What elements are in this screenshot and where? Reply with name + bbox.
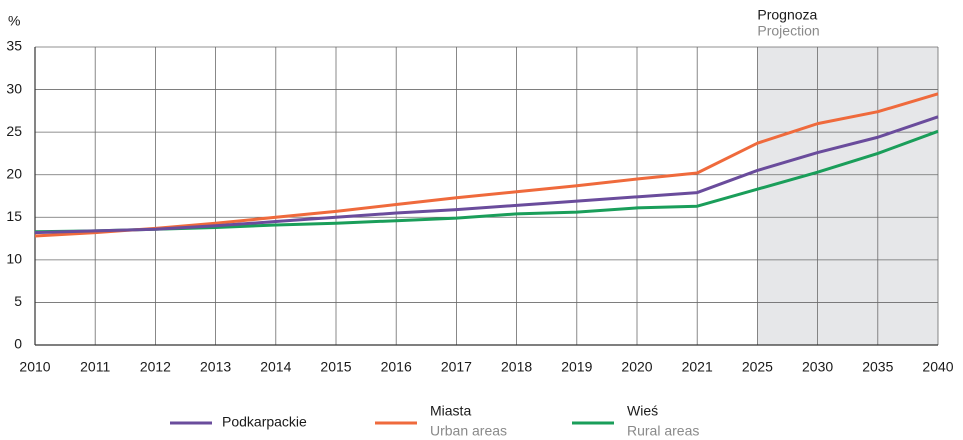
series-line xyxy=(34,92,939,238)
x-tick-label: 2020 xyxy=(621,359,652,375)
x-tick-label: 2012 xyxy=(140,359,171,375)
y-tick-label: 35 xyxy=(6,38,22,54)
legend-label: Miasta xyxy=(430,403,471,419)
series-line xyxy=(34,115,939,235)
x-tick-label: 2016 xyxy=(381,359,412,375)
x-tick-label: 2017 xyxy=(441,359,472,375)
y-tick-label: 25 xyxy=(6,123,22,139)
x-tick-label: 2035 xyxy=(862,359,893,375)
projection-band xyxy=(757,47,938,345)
x-tick-label: 2021 xyxy=(682,359,713,375)
x-tick-label: 2015 xyxy=(320,359,351,375)
x-tick-label: 2011 xyxy=(80,359,110,375)
legend-sublabel: Rural areas xyxy=(627,423,699,439)
y-tick-label: 10 xyxy=(6,251,22,267)
x-tick-label: 2013 xyxy=(200,359,231,375)
y-tick-label: 5 xyxy=(14,293,22,309)
legend-label: Podkarpackie xyxy=(222,414,307,430)
y-axis-label: % xyxy=(8,13,20,29)
legend-label: Wieś xyxy=(627,403,658,419)
x-tick-label: 2018 xyxy=(501,359,532,375)
projection-sublabel: Projection xyxy=(757,23,819,39)
x-tick-label: 2030 xyxy=(802,359,833,375)
x-tick-label: 2019 xyxy=(561,359,592,375)
y-tick-label: 15 xyxy=(6,208,22,224)
y-tick-label: 0 xyxy=(14,336,22,352)
projection-label: Prognoza xyxy=(757,7,817,23)
y-tick-label: 20 xyxy=(6,165,22,181)
y-tick-label: 30 xyxy=(6,80,22,96)
x-tick-label: 2025 xyxy=(742,359,773,375)
x-tick-label: 2040 xyxy=(922,359,953,375)
x-tick-label: 2010 xyxy=(19,359,50,375)
legend-sublabel: Urban areas xyxy=(430,423,507,439)
x-tick-label: 2014 xyxy=(260,359,291,375)
